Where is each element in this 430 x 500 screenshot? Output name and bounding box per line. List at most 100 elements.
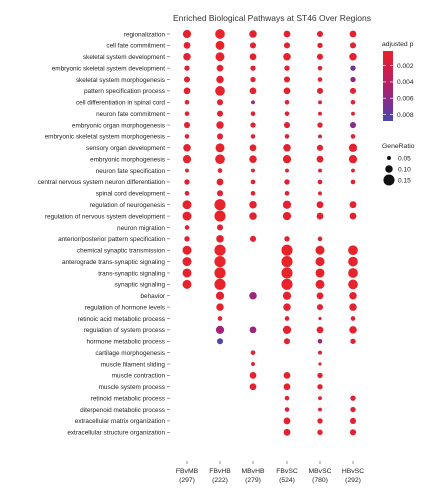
data-point bbox=[215, 154, 225, 165]
data-point bbox=[317, 384, 323, 390]
data-point bbox=[281, 278, 293, 290]
data-point bbox=[349, 326, 357, 334]
data-point bbox=[283, 303, 291, 311]
y-tick-label: sensory organ development bbox=[86, 145, 165, 152]
color-scale-ticks: 0.002 0.004 0.006 0.008 bbox=[383, 63, 414, 119]
data-point bbox=[350, 134, 356, 139]
data-point bbox=[182, 200, 192, 210]
data-point bbox=[283, 144, 291, 152]
data-point bbox=[351, 111, 355, 116]
data-point bbox=[348, 155, 358, 164]
data-point bbox=[350, 406, 356, 413]
data-point bbox=[251, 168, 255, 173]
data-point bbox=[349, 53, 357, 61]
size-legend-label: 0.05 bbox=[398, 155, 411, 162]
y-tick-label: trans-synaptic signaling bbox=[98, 270, 165, 277]
size-legend-label: 0.10 bbox=[398, 166, 411, 173]
data-point bbox=[249, 53, 257, 61]
data-point bbox=[315, 279, 325, 289]
data-point bbox=[317, 338, 323, 344]
x-tick-label: MBvHB bbox=[241, 468, 265, 475]
data-point bbox=[349, 303, 357, 311]
data-point bbox=[282, 325, 292, 334]
size-legend-label: 0.15 bbox=[398, 177, 411, 184]
data-point bbox=[317, 236, 323, 242]
data-point bbox=[249, 155, 257, 163]
data-point bbox=[318, 134, 322, 139]
data-point bbox=[184, 99, 190, 105]
y-tick-label: muscle contraction bbox=[112, 373, 166, 380]
data-point bbox=[249, 212, 257, 220]
data-point bbox=[283, 87, 291, 95]
data-point bbox=[284, 395, 290, 401]
y-tick-label: skeletal system morphogenesis bbox=[76, 77, 165, 84]
y-tick-label: embryonic skeletal system development bbox=[52, 65, 166, 72]
data-point bbox=[214, 256, 226, 268]
x-tick-count: (222) bbox=[212, 477, 228, 484]
data-point bbox=[214, 199, 226, 211]
y-tick-label: synaptic signaling bbox=[115, 282, 166, 289]
data-point bbox=[348, 245, 358, 256]
data-point bbox=[284, 99, 290, 105]
size-legend-dot bbox=[383, 174, 395, 186]
data-point bbox=[215, 86, 225, 96]
data-point bbox=[249, 383, 257, 391]
data-point bbox=[284, 236, 290, 242]
data-point bbox=[318, 100, 322, 105]
data-point bbox=[182, 268, 192, 278]
size-legend-title: GeneRatio bbox=[382, 143, 415, 150]
data-point bbox=[283, 76, 291, 83]
data-point bbox=[249, 42, 257, 49]
y-axis: regionalization cell fate commitment skele… bbox=[38, 31, 170, 437]
data-point bbox=[217, 316, 223, 321]
y-tick-label: regionalization bbox=[124, 31, 166, 38]
data-point bbox=[283, 372, 291, 379]
data-point bbox=[249, 235, 257, 242]
data-point bbox=[215, 52, 225, 62]
data-point bbox=[318, 350, 322, 355]
data-point bbox=[184, 111, 190, 116]
data-point bbox=[214, 267, 226, 279]
data-point bbox=[350, 316, 356, 321]
data-point bbox=[249, 200, 257, 209]
data-point bbox=[249, 372, 257, 379]
data-point bbox=[184, 134, 190, 139]
data-point bbox=[349, 212, 357, 220]
data-point bbox=[183, 144, 191, 152]
data-point bbox=[318, 362, 322, 366]
x-tick-label: FBvHB bbox=[209, 468, 231, 475]
data-point bbox=[282, 291, 292, 300]
x-tick-count: (279) bbox=[245, 477, 261, 484]
size-legend-entries: 0.05 0.10 0.15 bbox=[383, 155, 411, 186]
data-point bbox=[318, 168, 322, 173]
data-point bbox=[348, 268, 358, 278]
color-tick-label: 0.004 bbox=[397, 79, 414, 86]
data-point bbox=[184, 179, 190, 185]
y-tick-label: neuron fate specification bbox=[96, 168, 166, 175]
color-scale-bar bbox=[383, 51, 393, 121]
data-point bbox=[216, 178, 224, 186]
y-tick-label: embryonic organ morphogenesis bbox=[72, 122, 165, 129]
data-point bbox=[318, 316, 322, 321]
data-point bbox=[249, 326, 257, 334]
y-tick-label: behavior bbox=[140, 293, 165, 300]
color-tick-label: 0.008 bbox=[397, 112, 414, 119]
legend: adjusted p 0.002 0.004 0.006 0.008 GeneRati… bbox=[382, 41, 415, 186]
data-point bbox=[250, 350, 256, 355]
data-point bbox=[184, 236, 190, 242]
data-point bbox=[214, 210, 226, 222]
y-tick-label: extracellular matrix organization bbox=[75, 418, 166, 425]
chart-title: Enriched Biological Pathways at ST46 Ove… bbox=[173, 13, 371, 23]
data-point bbox=[283, 428, 291, 436]
data-point bbox=[317, 179, 323, 185]
data-point bbox=[215, 40, 225, 50]
data-point bbox=[183, 76, 191, 83]
data-point bbox=[317, 429, 323, 435]
data-point bbox=[318, 191, 322, 196]
data-point bbox=[216, 121, 224, 129]
y-tick-label: anterior/posterior pattern specification bbox=[58, 236, 165, 243]
data-point bbox=[283, 383, 291, 391]
data-point bbox=[316, 53, 324, 60]
size-legend-dot bbox=[387, 156, 391, 160]
data-point bbox=[349, 87, 357, 94]
